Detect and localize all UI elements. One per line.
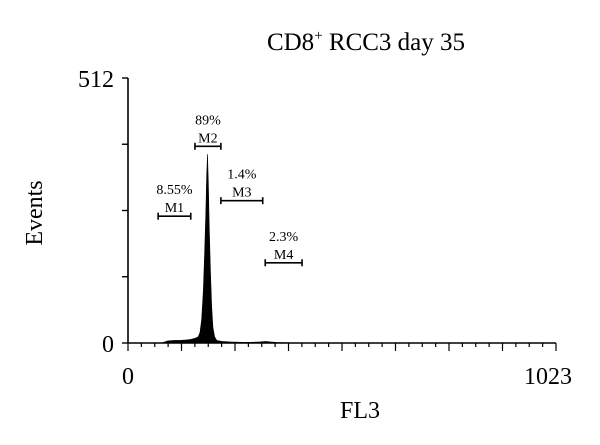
y-tick-label: 0 <box>102 332 114 358</box>
marker-name-label: M4 <box>274 248 293 263</box>
plot-area: 0 512 0 1023 M1 8.55% M2 89% M3 1.4% M4 2.3% <box>78 67 572 390</box>
x-tick-label: 1023 <box>524 364 572 390</box>
x-axis-label: FL3 <box>340 398 380 424</box>
chart-title-rest: RCC3 day 35 <box>323 29 465 56</box>
histogram-area <box>128 154 556 344</box>
y-tick-label: 512 <box>78 67 114 93</box>
marker-percent-label: 1.4% <box>227 168 257 183</box>
marker-percent-label: 2.3% <box>269 230 299 245</box>
marker-name-label: M3 <box>232 186 251 201</box>
marker-percent-label: 8.55% <box>156 183 193 198</box>
marker-name-label: M1 <box>165 201 184 216</box>
y-axis-label: Events <box>22 180 48 245</box>
marker-name-label: M2 <box>198 131 217 146</box>
chart-title: CD8+ RCC3 day 35 <box>267 28 465 56</box>
x-tick-label: 0 <box>122 364 134 390</box>
marker-percent-label: 89% <box>195 113 221 128</box>
chart-title-superscript: + <box>314 28 322 44</box>
chart-title-main: CD8 <box>267 29 314 56</box>
